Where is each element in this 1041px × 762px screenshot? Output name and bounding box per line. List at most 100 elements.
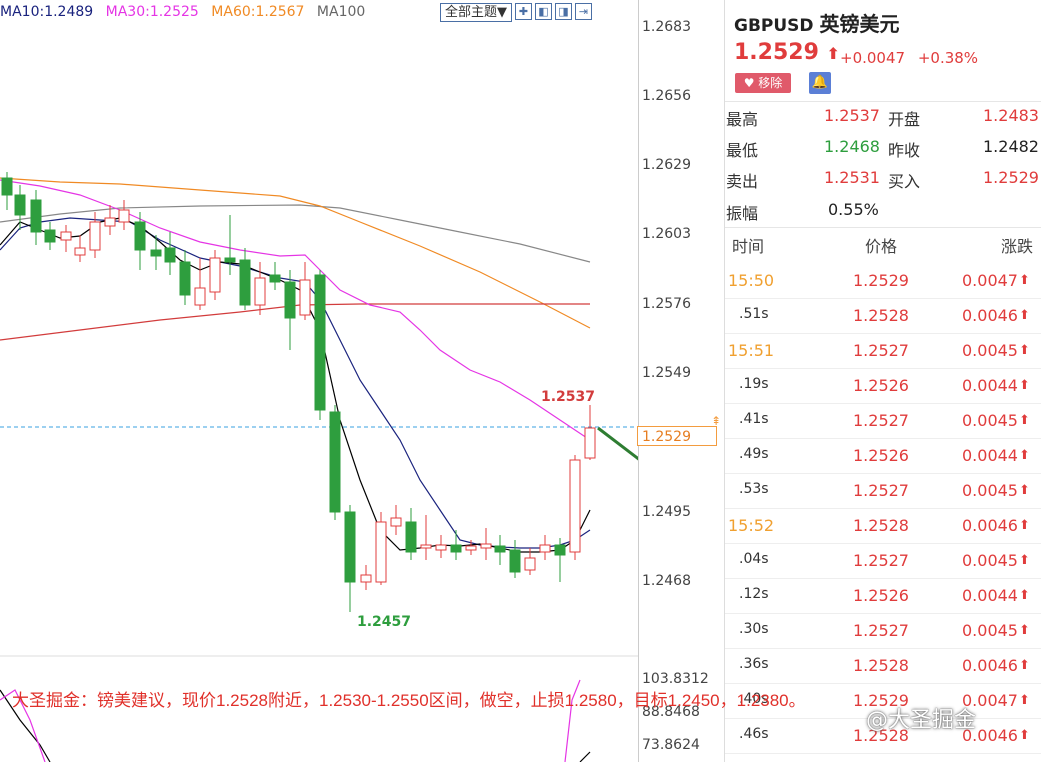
trade-price: 1.2527 bbox=[853, 481, 909, 500]
trade-time: 15:50 bbox=[728, 271, 775, 290]
stat-high-value: 1.2537 bbox=[824, 106, 880, 125]
trade-change: 0.0046 bbox=[962, 306, 1018, 325]
annotation-arrow bbox=[597, 426, 638, 461]
ma5-line bbox=[0, 217, 591, 553]
up-arrow-icon: ⬆ bbox=[1019, 308, 1030, 323]
axis-tick: 1.2468 bbox=[642, 573, 691, 589]
kline-chart[interactable]: MA10:1.2489 MA30:1.2525 MA60:1.2567 MA10… bbox=[0, 0, 638, 762]
trade-time: .30s bbox=[739, 621, 769, 637]
stat-amp-value: 0.55% bbox=[828, 200, 879, 219]
up-arrow-icon: ⬆ bbox=[1019, 658, 1030, 673]
trade-time: .40s bbox=[739, 691, 769, 707]
trade-row: .04s 1.2527 0.0045 ⬆ bbox=[725, 543, 1041, 579]
trade-time: 15:51 bbox=[728, 341, 775, 360]
candle-body bbox=[539, 544, 551, 553]
stat-buy-label: 买入 bbox=[888, 172, 921, 191]
candle-body bbox=[405, 521, 417, 553]
candle-body bbox=[134, 221, 146, 251]
candles bbox=[1, 172, 596, 612]
up-arrow-icon: ⬆ bbox=[1019, 588, 1030, 603]
trade-change: 0.0047 bbox=[962, 691, 1018, 710]
trade-row: .40s 1.2529 0.0047 ⬆ bbox=[725, 683, 1041, 719]
trade-time: .41s bbox=[739, 411, 769, 427]
candle-body bbox=[450, 544, 462, 553]
trade-price: 1.2526 bbox=[853, 586, 909, 605]
bell-icon[interactable]: 🔔 bbox=[809, 72, 831, 94]
trade-time: .36s bbox=[739, 656, 769, 672]
indicator-tick: 88.8468 bbox=[642, 704, 700, 720]
candle-body bbox=[179, 261, 191, 296]
trade-price: 1.2526 bbox=[853, 446, 909, 465]
collapse-left-icon[interactable]: ◧ bbox=[535, 3, 552, 20]
candle-body bbox=[284, 281, 296, 319]
trade-change: 0.0045 bbox=[962, 341, 1018, 360]
axis-tick: 1.2629 bbox=[642, 157, 691, 173]
ma60-legend: MA60:1.2567 bbox=[211, 4, 305, 20]
candle-body bbox=[569, 459, 581, 553]
remove-watchlist-button[interactable]: ♥ 移除 bbox=[735, 73, 791, 93]
indicator-line-black-right bbox=[579, 751, 591, 762]
trade-price: 1.2528 bbox=[853, 656, 909, 675]
up-arrow-icon: ⬆ bbox=[1019, 518, 1030, 533]
candlestick-plot[interactable] bbox=[0, 0, 638, 762]
plus-icon[interactable]: ✚ bbox=[515, 3, 532, 20]
trade-row: .30s 1.2527 0.0045 ⬆ bbox=[725, 613, 1041, 649]
col-header-price: 价格 bbox=[865, 237, 898, 256]
up-arrow-icon: ⬆ bbox=[1019, 623, 1030, 638]
theme-select[interactable]: 全部主题▼ bbox=[440, 3, 512, 22]
trade-price: 1.2529 bbox=[853, 691, 909, 710]
candle-body bbox=[89, 221, 101, 251]
ma30-legend: MA30:1.2525 bbox=[105, 4, 199, 20]
up-arrow-icon: ⬆ bbox=[1019, 728, 1030, 743]
current-price-tag: 1.2529 bbox=[637, 426, 717, 446]
trade-row: 15:52 1.2528 0.0046 ⬆ bbox=[725, 508, 1041, 544]
col-header-change: 涨跌 bbox=[1001, 237, 1034, 256]
trade-price: 1.2527 bbox=[853, 551, 909, 570]
axis-tick: 1.2683 bbox=[642, 19, 691, 35]
candle-body bbox=[390, 517, 402, 527]
symbol-header: GBPUSD 英镑美元 bbox=[734, 8, 900, 37]
up-arrow-icon: ⬆ bbox=[1019, 448, 1030, 463]
trade-time: .51s bbox=[739, 306, 769, 322]
trade-row: .49s 1.2526 0.0044 ⬆ bbox=[725, 438, 1041, 474]
candle-body bbox=[494, 545, 506, 553]
candle-body bbox=[314, 274, 326, 411]
candle-body bbox=[344, 511, 356, 583]
up-arrow-icon: ⬆ bbox=[1019, 483, 1030, 498]
stat-sell-value: 1.2531 bbox=[824, 168, 880, 187]
stat-amp-label: 振幅 bbox=[726, 204, 759, 223]
indicator-line-magenta-right bbox=[564, 679, 581, 762]
axis-tick: 1.2495 bbox=[642, 504, 691, 520]
stat-prev-label: 昨收 bbox=[888, 141, 921, 160]
high-label: 1.2537 bbox=[541, 389, 596, 405]
trade-price: 1.2528 bbox=[853, 516, 909, 535]
change-percent: +0.38% bbox=[917, 49, 979, 67]
trade-price: 1.2527 bbox=[853, 341, 909, 360]
candle-body bbox=[104, 217, 116, 227]
stat-buy-value: 1.2529 bbox=[983, 168, 1039, 187]
remove-label: 移除 bbox=[758, 76, 783, 90]
trade-row: .53s 1.2527 0.0045 ⬆ bbox=[725, 473, 1041, 509]
quote-panel: GBPUSD 英镑美元 1.2529 ⬆ +0.0047 +0.38% ♥ 移除 … bbox=[724, 0, 1041, 762]
indicator-tick: 103.8312 bbox=[642, 671, 709, 687]
fullscreen-icon[interactable]: ⇥ bbox=[575, 3, 592, 20]
change-value: +0.0047 bbox=[840, 49, 906, 67]
symbol-code: GBPUSD bbox=[734, 16, 814, 36]
trade-change: 0.0046 bbox=[962, 656, 1018, 675]
trade-price: 1.2528 bbox=[853, 726, 909, 745]
candle-body bbox=[224, 257, 236, 263]
ma100-legend: MA100 bbox=[316, 4, 366, 20]
price-alert-icon[interactable]: ⇞ bbox=[711, 414, 722, 428]
collapse-right-icon[interactable]: ◨ bbox=[555, 3, 572, 20]
candle-body bbox=[254, 277, 266, 306]
watermark: @大圣掘金 bbox=[866, 708, 977, 733]
up-arrow-icon: ⬆ bbox=[1019, 378, 1030, 393]
candle-body bbox=[524, 557, 536, 571]
price-change: +0.0047 +0.38% bbox=[840, 49, 978, 67]
last-price-value: 1.2529 bbox=[734, 40, 819, 65]
indicator-line-magenta bbox=[0, 689, 46, 762]
trade-row: 15:50 1.2529 0.0047 ⬆ bbox=[725, 263, 1041, 299]
advice-overlay-text: 大圣掘金：镑美建议，现价1.2528附近，1.2530-1.2550区间，做空，… bbox=[12, 691, 806, 710]
ma100-line bbox=[0, 204, 591, 263]
trade-change: 0.0044 bbox=[962, 586, 1018, 605]
